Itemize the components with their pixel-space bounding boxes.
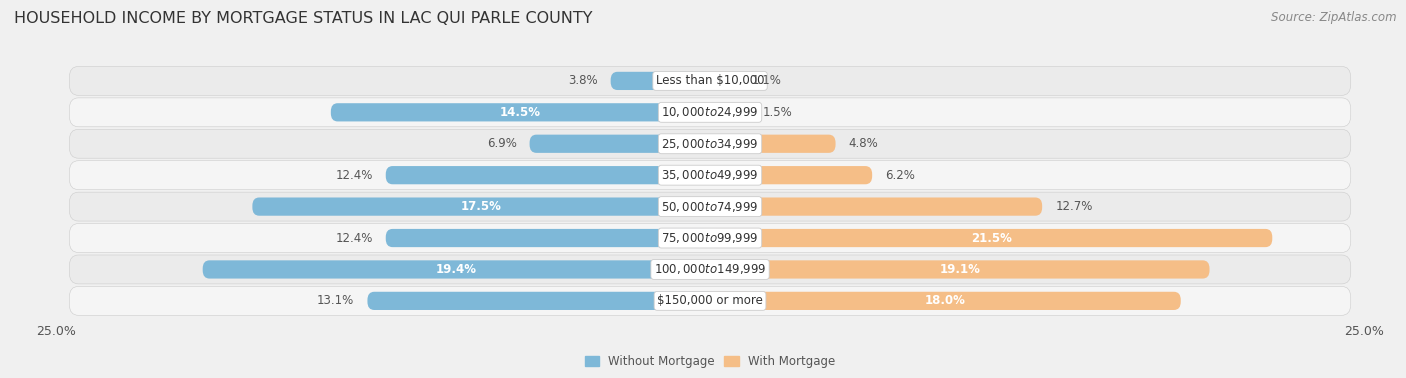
FancyBboxPatch shape	[385, 166, 710, 184]
FancyBboxPatch shape	[710, 103, 749, 121]
FancyBboxPatch shape	[610, 72, 710, 90]
Text: 6.2%: 6.2%	[886, 169, 915, 182]
Text: 13.1%: 13.1%	[318, 294, 354, 307]
Text: 3.8%: 3.8%	[568, 74, 598, 87]
FancyBboxPatch shape	[367, 292, 710, 310]
FancyBboxPatch shape	[69, 223, 1351, 253]
Text: 6.9%: 6.9%	[486, 137, 516, 150]
Text: 21.5%: 21.5%	[970, 232, 1011, 245]
FancyBboxPatch shape	[69, 98, 1351, 127]
FancyBboxPatch shape	[253, 197, 710, 216]
FancyBboxPatch shape	[202, 260, 710, 279]
FancyBboxPatch shape	[69, 287, 1351, 315]
Text: $50,000 to $74,999: $50,000 to $74,999	[661, 200, 759, 214]
FancyBboxPatch shape	[530, 135, 710, 153]
Legend: Without Mortgage, With Mortgage: Without Mortgage, With Mortgage	[581, 350, 839, 373]
FancyBboxPatch shape	[710, 260, 1209, 279]
FancyBboxPatch shape	[710, 166, 872, 184]
FancyBboxPatch shape	[69, 67, 1351, 95]
Text: 19.4%: 19.4%	[436, 263, 477, 276]
Text: HOUSEHOLD INCOME BY MORTGAGE STATUS IN LAC QUI PARLE COUNTY: HOUSEHOLD INCOME BY MORTGAGE STATUS IN L…	[14, 11, 592, 26]
Text: Less than $10,000: Less than $10,000	[655, 74, 765, 87]
FancyBboxPatch shape	[710, 197, 1042, 216]
FancyBboxPatch shape	[69, 161, 1351, 190]
Text: 1.1%: 1.1%	[752, 74, 782, 87]
Text: $75,000 to $99,999: $75,000 to $99,999	[661, 231, 759, 245]
Text: 12.7%: 12.7%	[1056, 200, 1092, 213]
FancyBboxPatch shape	[710, 229, 1272, 247]
Text: Source: ZipAtlas.com: Source: ZipAtlas.com	[1271, 11, 1396, 24]
Text: 17.5%: 17.5%	[461, 200, 502, 213]
Text: $25,000 to $34,999: $25,000 to $34,999	[661, 137, 759, 151]
Text: 14.5%: 14.5%	[501, 106, 541, 119]
FancyBboxPatch shape	[69, 192, 1351, 221]
Text: 19.1%: 19.1%	[939, 263, 980, 276]
Text: 12.4%: 12.4%	[335, 169, 373, 182]
Text: $100,000 to $149,999: $100,000 to $149,999	[654, 262, 766, 276]
Text: 12.4%: 12.4%	[335, 232, 373, 245]
Text: 18.0%: 18.0%	[925, 294, 966, 307]
Text: 1.5%: 1.5%	[762, 106, 792, 119]
Text: $10,000 to $24,999: $10,000 to $24,999	[661, 105, 759, 119]
FancyBboxPatch shape	[330, 103, 710, 121]
FancyBboxPatch shape	[710, 135, 835, 153]
FancyBboxPatch shape	[69, 255, 1351, 284]
FancyBboxPatch shape	[69, 129, 1351, 158]
Text: $35,000 to $49,999: $35,000 to $49,999	[661, 168, 759, 182]
Text: $150,000 or more: $150,000 or more	[657, 294, 763, 307]
FancyBboxPatch shape	[710, 292, 1181, 310]
FancyBboxPatch shape	[710, 72, 738, 90]
FancyBboxPatch shape	[385, 229, 710, 247]
Text: 4.8%: 4.8%	[849, 137, 879, 150]
